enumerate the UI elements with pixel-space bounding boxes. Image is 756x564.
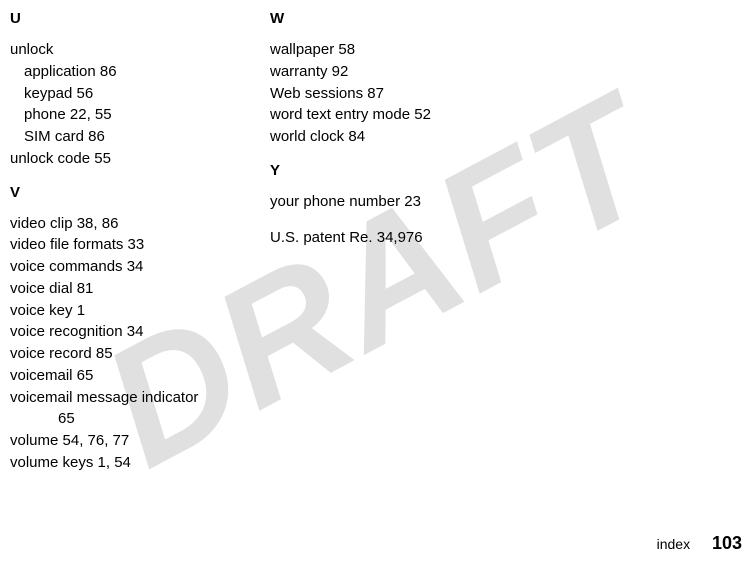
entry-volume: volume 54, 76, 77 [10, 430, 270, 452]
entry-video-formats: video file formats 33 [10, 234, 270, 256]
entry-voice-key: voice key 1 [10, 300, 270, 322]
section-u: U [10, 10, 270, 27]
index-content: U unlock application 86 keypad 56 phone … [0, 0, 756, 474]
entry-voice-recog: voice recognition 34 [10, 321, 270, 343]
entry-keypad: keypad 56 [10, 83, 270, 105]
entry-voice-dial: voice dial 81 [10, 278, 270, 300]
entry-sim: SIM card 86 [10, 126, 270, 148]
section-w: W [270, 10, 530, 27]
entry-voicemail: voicemail 65 [10, 365, 270, 387]
entry-application: application 86 [10, 61, 270, 83]
left-column: U unlock application 86 keypad 56 phone … [10, 10, 270, 474]
entry-word: word text entry mode 52 [270, 104, 530, 126]
entry-wallpaper: wallpaper 58 [270, 39, 530, 61]
entry-volume-keys: volume keys 1, 54 [10, 452, 270, 474]
footer: index 103 [657, 533, 742, 554]
entry-video-clip: video clip 38, 86 [10, 213, 270, 235]
page-number: 103 [712, 533, 742, 553]
entry-web: Web sessions 87 [270, 83, 530, 105]
footer-label: index [657, 536, 690, 552]
entry-warranty: warranty 92 [270, 61, 530, 83]
entry-unlock: unlock [10, 39, 270, 61]
right-column: W wallpaper 58 warranty 92 Web sessions … [270, 10, 530, 474]
section-v: V [10, 184, 270, 201]
entry-world: world clock 84 [270, 126, 530, 148]
entry-voice-commands: voice commands 34 [10, 256, 270, 278]
entry-voice-record: voice record 85 [10, 343, 270, 365]
entry-voicemail-ind: voicemail message indicator [10, 387, 270, 409]
entry-patent: U.S. patent Re. 34,976 [270, 227, 530, 249]
entry-your-phone: your phone number 23 [270, 191, 530, 213]
section-y: Y [270, 162, 530, 179]
entry-unlock-code: unlock code 55 [10, 148, 270, 170]
entry-phone: phone 22, 55 [10, 104, 270, 126]
entry-voicemail-ind-pg: 65 [10, 408, 270, 430]
